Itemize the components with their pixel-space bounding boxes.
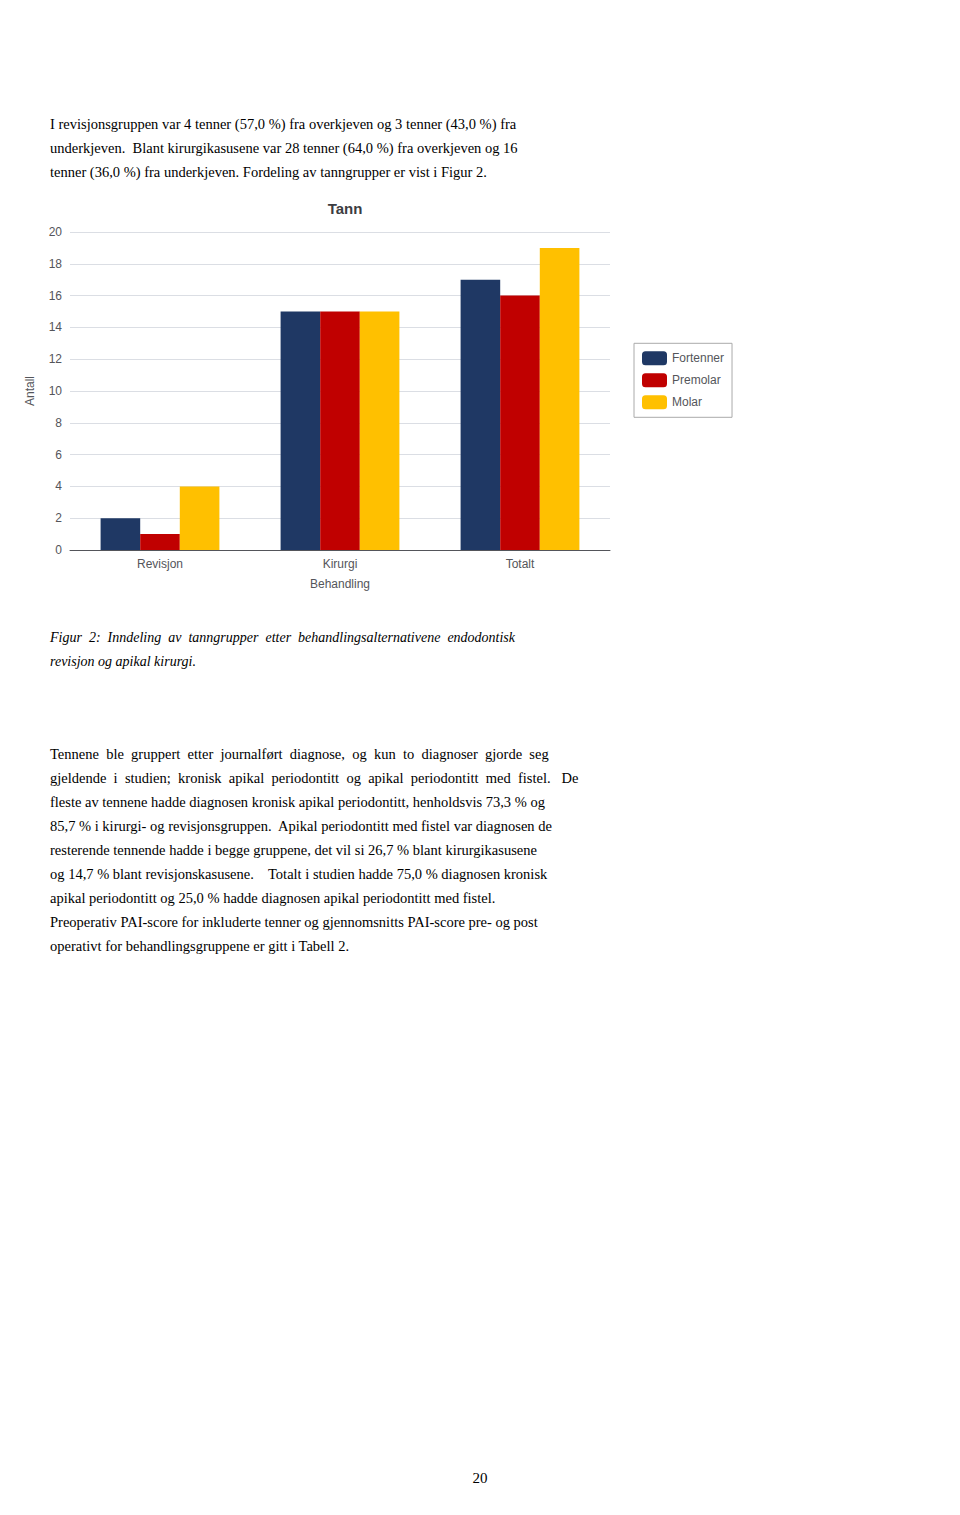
svg-text:4: 4 (55, 479, 62, 493)
svg-text:Antall: Antall (23, 376, 37, 406)
svg-text:20: 20 (473, 1470, 488, 1486)
svg-text:gjeldende i studien; kronis: gjeldende i studien; kronisk apikal peri… (50, 770, 578, 786)
svg-text:I revisjonsgruppen var 4 tenne: I revisjonsgruppen var 4 tenner (57,0 %)… (50, 116, 517, 133)
svg-text:20: 20 (49, 225, 63, 239)
svg-text:18: 18 (49, 257, 63, 271)
svg-text:10: 10 (49, 384, 63, 398)
svg-text:Tennene ble gruppert etter: Tennene ble gruppert etter journalført d… (50, 746, 549, 762)
svg-text:Premolar: Premolar (672, 373, 721, 387)
svg-text:8: 8 (55, 416, 62, 430)
svg-text:Figur 2: Inndeling av tann: Figur 2: Inndeling av tanngrupper etter … (49, 630, 516, 645)
svg-text:resterende tennende hadde i be: resterende tennende hadde i begge gruppe… (50, 842, 537, 858)
svg-text:Preoperativ PAI-score for inkl: Preoperativ PAI-score for inkluderte ten… (50, 914, 538, 930)
svg-text:Kirurgi: Kirurgi (323, 557, 358, 571)
svg-text:tenner (36,0 %) fra underkjeve: tenner (36,0 %) fra underkjeven. Fordeli… (50, 164, 487, 181)
svg-text:Molar: Molar (672, 395, 702, 409)
svg-text:Totalt: Totalt (506, 557, 535, 571)
svg-text:Behandling: Behandling (310, 577, 370, 591)
svg-text:Fortenner: Fortenner (672, 351, 724, 365)
svg-text:0: 0 (55, 543, 62, 557)
svg-text:apikal periodontitt og 25,0 %: apikal periodontitt og 25,0 % hadde diag… (50, 890, 495, 906)
svg-text:fleste av tennene hadde diagno: fleste av tennene hadde diagnosen kronis… (50, 794, 545, 810)
svg-text:operativt for behandlingsgrupp: operativt for behandlingsgruppene er git… (50, 938, 349, 954)
svg-text:Revisjon: Revisjon (137, 557, 183, 571)
svg-text:og 14,7 % blant revisjonskasus: og 14,7 % blant revisjonskasusene. Total… (50, 866, 548, 882)
svg-text:2: 2 (55, 511, 62, 525)
svg-text:85,7 % i kirurgi- og revisjons: 85,7 % i kirurgi- og revisjonsgruppen. A… (50, 818, 552, 834)
svg-text:16: 16 (49, 289, 63, 303)
svg-text:Tann: Tann (328, 200, 363, 217)
svg-text:12: 12 (49, 352, 63, 366)
svg-text:revisjon og apikal kirurgi.: revisjon og apikal kirurgi. (50, 654, 196, 669)
svg-text:6: 6 (55, 448, 62, 462)
svg-text:14: 14 (49, 320, 63, 334)
svg-text:underkjeven. Blant kirurgikas: underkjeven. Blant kirurgikasusene var 2… (50, 140, 518, 157)
